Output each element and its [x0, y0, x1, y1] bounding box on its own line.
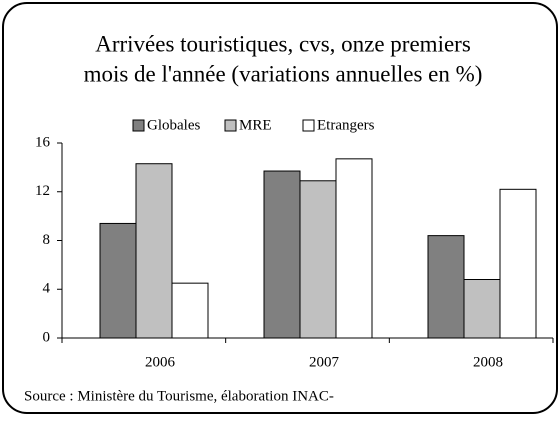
y-tick-label: 12	[35, 183, 50, 199]
y-tick-label: 0	[43, 329, 51, 345]
bar	[335, 158, 373, 339]
x-tick-label: 2006	[145, 354, 176, 370]
legend-label: Etrangers	[317, 117, 375, 133]
legend-label: MRE	[239, 117, 272, 133]
bar	[171, 282, 209, 339]
bar	[99, 222, 137, 339]
y-tick-label: 8	[43, 232, 51, 248]
x-tick-label: 2008	[473, 354, 503, 370]
legend-swatch	[132, 119, 145, 132]
bar	[499, 188, 537, 339]
bar	[135, 163, 173, 339]
bar	[427, 235, 465, 339]
chart-title: mois de l'année (variations annuelles en…	[84, 61, 483, 86]
y-tick-label: 4	[43, 281, 51, 297]
bar	[299, 180, 337, 339]
legend-swatch	[224, 119, 237, 132]
source: Source : Ministère du Tourisme, élaborat…	[24, 388, 334, 404]
x-tick-label: 2007	[309, 354, 340, 370]
bar	[463, 279, 501, 339]
chart-title: Arrivées touristiques, cvs, onze premier…	[95, 31, 471, 56]
y-tick-label: 16	[35, 134, 51, 150]
legend-label: Globales	[147, 117, 200, 133]
bar	[263, 170, 301, 339]
legend-swatch	[302, 119, 315, 132]
